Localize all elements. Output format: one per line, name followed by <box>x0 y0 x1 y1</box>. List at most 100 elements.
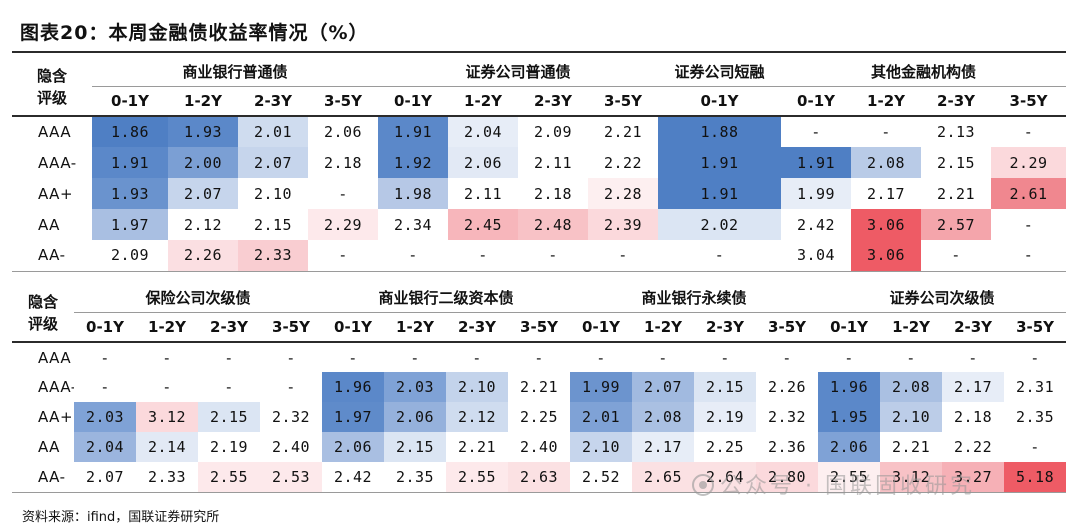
yield-cell: 2.02 <box>658 209 782 240</box>
yield-cell: 2.25 <box>694 432 757 462</box>
tenor-header: 0-1Y <box>570 312 633 343</box>
tenor-header: 0-1Y <box>378 86 449 117</box>
yield-cell: - <box>632 342 695 372</box>
yield-cell: 2.08 <box>632 402 695 432</box>
yield-cell: 2.63 <box>508 462 571 493</box>
yield-table-1: 隐含 评级 商业银行普通债 证券公司普通债 证券公司短融 其他金融机构债 0-1Y 1-2Y 2… <box>12 58 1067 277</box>
yield-cell: 2.35 <box>1004 402 1067 432</box>
yield-cell: - <box>991 116 1067 147</box>
yield-cell: - <box>260 372 323 402</box>
tenor-header: 0-1Y <box>818 312 881 343</box>
yield-cell: 2.52 <box>570 462 633 493</box>
yield-cell: 2.42 <box>322 462 385 493</box>
tenor-header: 1-2Y <box>632 312 695 343</box>
yield-cell: 2.17 <box>942 372 1005 402</box>
group-header-label: 证券公司普通债 <box>465 63 571 82</box>
yield-cell: 1.86 <box>92 116 168 147</box>
yield-cell: - <box>694 342 757 372</box>
yield-cell: 2.08 <box>880 372 943 402</box>
tenor-header: 2-3Y <box>694 312 757 343</box>
yield-cell: 2.18 <box>942 402 1005 432</box>
tenor-header: 0-1Y <box>322 312 385 343</box>
tenor-header: 1-2Y <box>880 312 943 343</box>
table-row: AA- 2.09 2.26 2.33- - - - - -3.04 3.06- - <box>12 240 1067 272</box>
tenor-header: 1-2Y <box>384 312 447 343</box>
rating-cell: AA- <box>12 462 74 493</box>
yield-cell: - <box>198 342 260 372</box>
rating-header-line-1: 隐含 <box>36 66 67 85</box>
yield-cell: 2.26 <box>168 240 238 272</box>
yield-cell: - <box>756 342 819 372</box>
table-row: AAA- - - - -1.96 2.03 2.10 2.21 1.99 2.07 2.15 2.26… <box>12 372 1067 402</box>
yield-cell: 3.04 <box>781 240 852 272</box>
table-row: AA+ 2.03 3.12 2.15 2.32 1.97 2.06 2.12 2.25 2.01 2… <box>12 402 1067 432</box>
yield-cell: 2.19 <box>694 402 757 432</box>
yield-cell: 2.80 <box>756 462 819 493</box>
yield-cell: 2.36 <box>756 432 819 462</box>
yield-cell: 2.21 <box>446 432 509 462</box>
yield-cell: 2.40 <box>260 432 323 462</box>
yield-cell: 2.64 <box>694 462 757 493</box>
group-header: 商业银行永续债 <box>570 284 819 313</box>
tenor-header: 0-1Y <box>74 312 136 343</box>
yield-cell: 2.42 <box>781 209 852 240</box>
yield-cell: - <box>851 116 922 147</box>
group-header: 商业银行普通债 <box>92 58 379 87</box>
yield-cell: 1.96 <box>818 372 881 402</box>
tenor-header: 2-3Y <box>198 312 260 343</box>
yield-cell: - <box>308 178 379 209</box>
title-rule <box>12 51 1066 53</box>
tenor-header: 2-3Y <box>446 312 509 343</box>
yield-cell: 1.93 <box>92 178 168 209</box>
yield-cell: 2.06 <box>308 116 379 147</box>
yield-cell: 2.35 <box>384 462 447 493</box>
yield-cell: - <box>781 116 852 147</box>
yield-cell: 2.15 <box>198 402 260 432</box>
yield-cell: 2.07 <box>74 462 136 493</box>
table-row: AA+ 1.93 2.07 2.10-1.98 2.11 2.18 2.28 1.91 1.99… <box>12 178 1067 209</box>
yield-cell: 2.32 <box>260 402 323 432</box>
group-header: 证券公司次级债 <box>818 284 1067 313</box>
yield-cell: 1.91 <box>378 116 449 147</box>
yield-cell: 2.19 <box>198 432 260 462</box>
yield-cell: 1.95 <box>818 402 881 432</box>
yield-cell: - <box>136 342 198 372</box>
yield-cell: 1.92 <box>378 147 449 178</box>
yield-cell: 2.07 <box>632 372 695 402</box>
yield-cell: 2.09 <box>518 116 589 147</box>
yield-cell: - <box>308 240 379 272</box>
tenor-header: 0-1Y <box>781 86 852 117</box>
yield-cell: 2.33 <box>136 462 198 493</box>
yield-cell: - <box>384 342 447 372</box>
yield-cell: 2.03 <box>384 372 447 402</box>
group-header: 其他金融机构债 <box>781 58 1067 87</box>
yield-cell: 1.99 <box>570 372 633 402</box>
yield-cell: - <box>518 240 589 272</box>
yield-cell: 2.10 <box>238 178 308 209</box>
yield-cell: 2.53 <box>260 462 323 493</box>
yield-cell: 3.12 <box>880 462 943 493</box>
yield-cell: - <box>991 240 1067 272</box>
yield-cell: 2.10 <box>446 372 509 402</box>
yield-cell: 2.55 <box>446 462 509 493</box>
yield-cell: 2.34 <box>378 209 449 240</box>
tenor-header: 1-2Y <box>168 86 238 117</box>
yield-cell: 1.97 <box>92 209 168 240</box>
yield-cell: 2.15 <box>921 147 992 178</box>
tenor-header: 0-1Y <box>658 86 782 117</box>
yield-cell: 2.45 <box>448 209 519 240</box>
yield-cell: 3.27 <box>942 462 1005 493</box>
yield-cell: 2.65 <box>632 462 695 493</box>
yield-cell: - <box>1004 432 1067 462</box>
tenor-header: 2-3Y <box>921 86 992 117</box>
yield-cell: 1.91 <box>658 178 782 209</box>
yield-cell: 2.07 <box>238 147 308 178</box>
rating-cell: AA- <box>12 240 92 272</box>
group-header: 保险公司次级债 <box>74 284 323 313</box>
yield-cell: - <box>260 342 323 372</box>
yield-cell: 2.00 <box>168 147 238 178</box>
yield-cell: - <box>1004 342 1067 372</box>
group-header-label: 商业银行二级资本债 <box>378 289 514 308</box>
tenor-header: 2-3Y <box>518 86 589 117</box>
table-1: 隐含 评级 商业银行普通债 证券公司普通债 证券公司短融 其他金融机构债 0-1Y 1-2Y 2… <box>12 58 1067 272</box>
